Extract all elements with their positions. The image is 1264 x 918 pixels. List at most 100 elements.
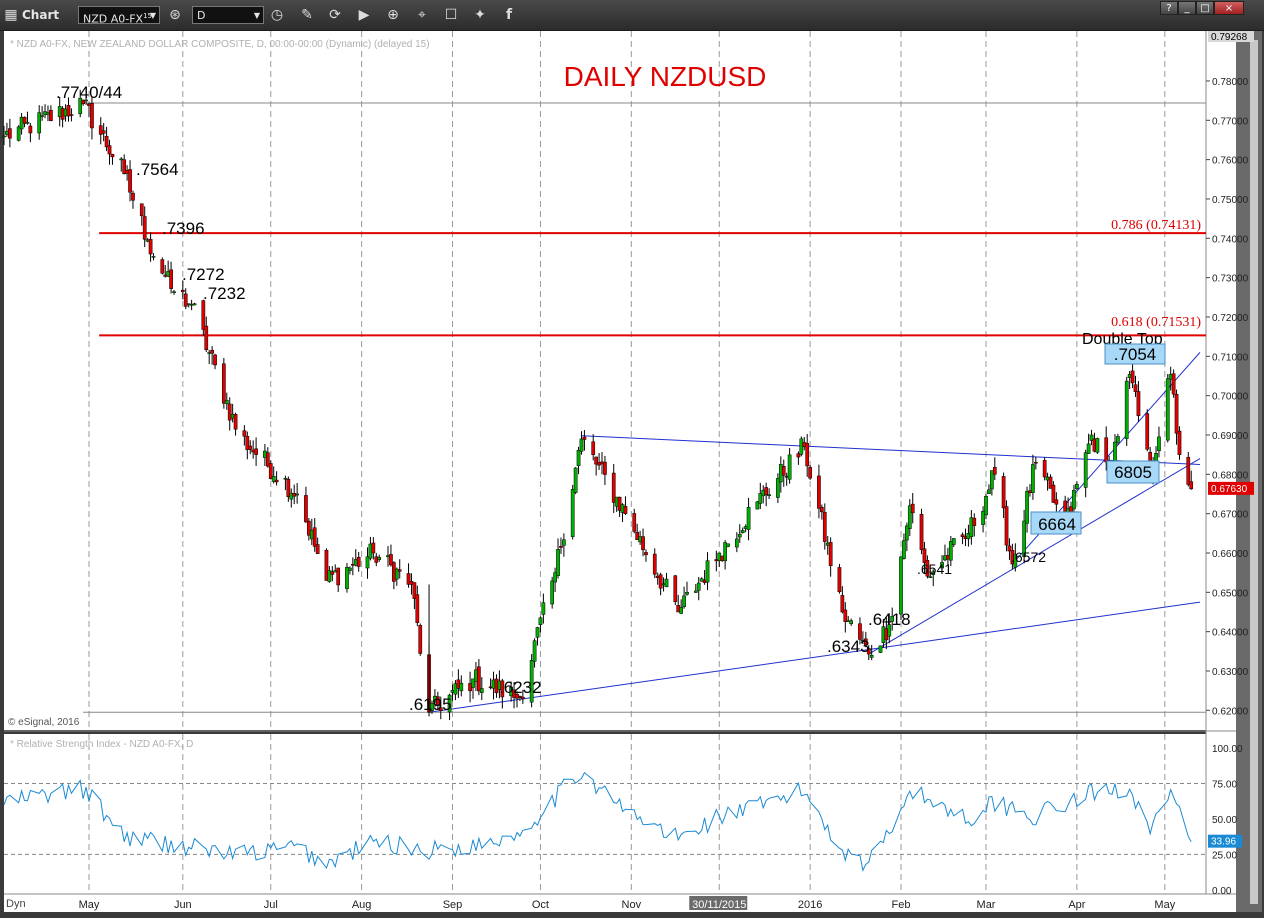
candle-body xyxy=(142,216,147,240)
candle-body xyxy=(1083,452,1088,488)
annotation-6195: .6195 xyxy=(409,695,452,714)
title-bar: ▦ Chart NZD A0-FX15 ▼ ⊛ D ▼ ◷ ✎ ⟳ ▶ ⊕ ⌖ … xyxy=(0,0,1264,31)
candle-body xyxy=(172,291,176,293)
candle-body xyxy=(635,531,640,540)
candle-body xyxy=(365,556,370,569)
candle-body xyxy=(820,507,824,513)
candle-body xyxy=(336,567,341,586)
candle-body xyxy=(951,538,956,545)
y-axis-label: 0.67000 xyxy=(1212,510,1249,521)
chevron-down-icon: ▼ xyxy=(253,11,260,20)
candle-body xyxy=(327,570,332,582)
interval-label: D xyxy=(197,9,206,22)
facebook-icon[interactable]: f xyxy=(505,7,513,23)
tag-icon[interactable]: ⌖ xyxy=(418,7,426,23)
trendline xyxy=(581,435,1201,465)
y-axis-label: 0.66000 xyxy=(1212,549,1249,560)
text-layer: * NZD A0-FX, NEW ZEALAND DOLLAR COMPOSIT… xyxy=(6,39,1201,910)
candle-body xyxy=(389,554,393,566)
comment-icon[interactable]: ☐ xyxy=(444,7,458,23)
candle-body xyxy=(992,467,997,475)
candle-body xyxy=(603,461,607,475)
candle-body xyxy=(805,443,810,467)
candle-body xyxy=(594,456,598,465)
x-axis-label: Feb xyxy=(892,899,911,911)
candle-body xyxy=(1136,391,1141,417)
rsi-layer xyxy=(3,771,1192,872)
candle-body xyxy=(139,203,144,217)
interval-selector[interactable]: D ▼ xyxy=(192,6,264,24)
candle-body xyxy=(849,620,854,625)
candle-body xyxy=(213,354,217,366)
scrollbar-thumb[interactable] xyxy=(1250,40,1258,904)
candle-body xyxy=(78,97,83,115)
candle-body xyxy=(948,541,953,561)
candle-body xyxy=(582,436,587,440)
chevron-down-icon: ▼ xyxy=(149,11,156,20)
help-button[interactable]: ? xyxy=(1160,1,1178,15)
rsi-last-box xyxy=(1208,834,1242,848)
candle-body xyxy=(726,543,730,547)
clock-icon[interactable]: ◷ xyxy=(270,7,284,23)
link-icon[interactable]: ⊛ xyxy=(169,7,181,23)
chart-window-icon: ▦ xyxy=(4,7,18,23)
annotation-6664: 6664 xyxy=(1038,515,1076,534)
candle-body xyxy=(925,560,930,577)
candle-body xyxy=(869,655,874,658)
candle-body xyxy=(98,125,103,135)
rsi-axis-label: 25.00 xyxy=(1212,850,1237,861)
x-axis-label: May xyxy=(79,899,100,911)
candle-body xyxy=(960,534,965,537)
candle-body xyxy=(430,702,434,711)
close-button[interactable]: × xyxy=(1214,1,1244,15)
candle-body xyxy=(500,680,505,698)
symbol-selector[interactable]: NZD A0-FX15 ▼ xyxy=(78,6,160,26)
candle-body xyxy=(233,414,238,430)
candle-body xyxy=(740,530,745,533)
fib-label-618: 0.618 (0.71531) xyxy=(1111,315,1201,330)
candle-body xyxy=(242,430,247,437)
candle-body xyxy=(767,494,771,497)
candle-body xyxy=(160,259,165,274)
zoom-icon[interactable]: ⊕ xyxy=(387,7,399,23)
candle-body xyxy=(940,562,944,569)
candle-body xyxy=(899,556,903,615)
candle-body xyxy=(418,625,423,654)
candle-body xyxy=(579,438,584,452)
candle-body xyxy=(406,573,411,585)
candle-body xyxy=(1177,430,1182,455)
rsi-axis-label: 0.00 xyxy=(1212,886,1232,897)
y-axis-bg xyxy=(1206,31,1236,894)
candle-body xyxy=(22,116,27,124)
rsi-panel-header: * Relative Strength Index - NZD A0-FX, D xyxy=(10,739,193,750)
annotation-box-6664 xyxy=(1030,511,1082,535)
candle-body xyxy=(858,623,862,640)
candle-body xyxy=(201,300,206,330)
fib-label-786: 0.786 (0.74131) xyxy=(1111,218,1201,233)
candle-body xyxy=(611,472,616,503)
minimize-button[interactable]: _ xyxy=(1178,1,1196,15)
annotation-6343: .6343 xyxy=(827,637,870,656)
candle-body xyxy=(1189,481,1194,490)
candle-body xyxy=(887,624,892,637)
candle-body xyxy=(183,293,188,307)
candle-body xyxy=(538,617,543,626)
annotation-7054: .7054 xyxy=(1114,345,1157,364)
x-axis-bg xyxy=(4,894,1236,912)
candle-body xyxy=(746,507,751,530)
candle-body xyxy=(529,659,534,703)
annotation-7272: .7272 xyxy=(182,265,225,284)
candle-body xyxy=(447,694,452,713)
refresh-icon[interactable]: ⟳ xyxy=(329,7,341,23)
candle-body xyxy=(878,645,883,653)
candles xyxy=(2,89,1194,721)
play-icon[interactable]: ▶ xyxy=(358,7,370,23)
pencil-icon[interactable]: ✎ xyxy=(301,7,313,23)
x-axis-label: 2016 xyxy=(798,899,822,911)
candle-body xyxy=(573,467,578,493)
twitter-icon[interactable]: ✦ xyxy=(474,7,486,23)
candle-body xyxy=(673,575,678,603)
candle-body xyxy=(119,158,124,161)
maximize-button[interactable]: □ xyxy=(1196,1,1214,15)
candle-body xyxy=(693,590,698,593)
